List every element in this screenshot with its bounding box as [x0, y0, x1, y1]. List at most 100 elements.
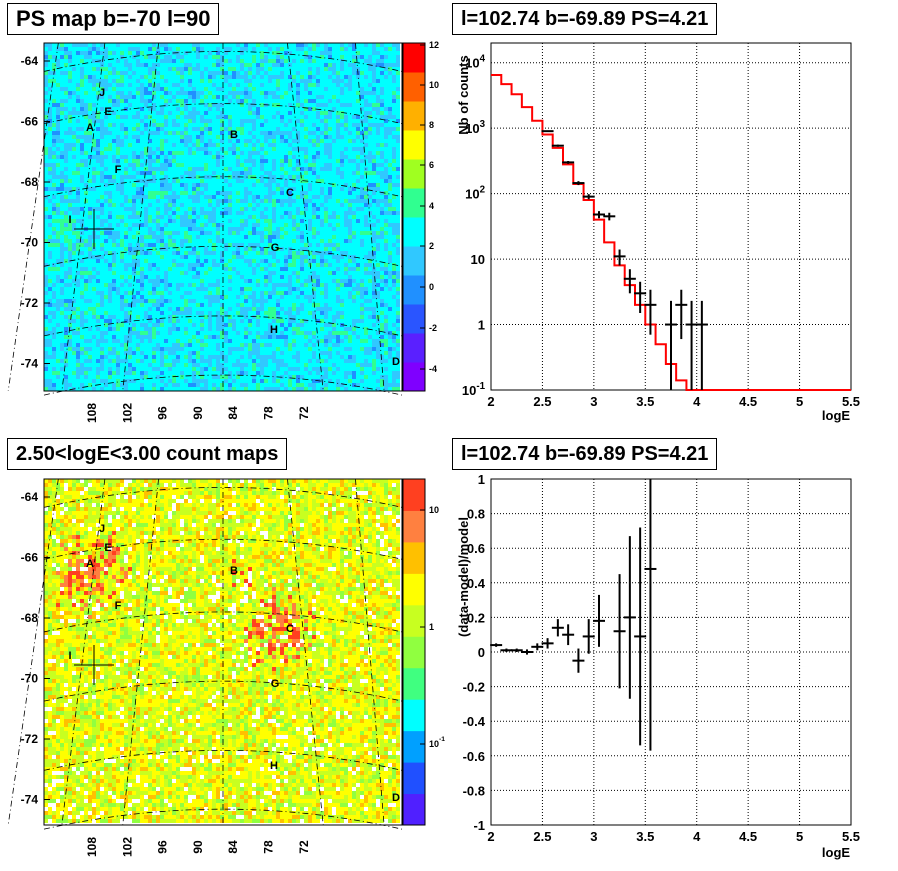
ps-colorbar-segment [403, 362, 425, 392]
source-label: E [104, 106, 111, 118]
count-colorbar-segment [403, 762, 425, 795]
y-tick-label: 10 [471, 252, 485, 267]
ps-colorbar-segment [403, 43, 425, 73]
count-colorbar-segment [403, 636, 425, 669]
x-tick-label: 108 [85, 403, 99, 423]
count-colorbar-frame [402, 478, 426, 826]
count-colorbar-segment [403, 667, 425, 700]
latitude-line [43, 538, 403, 560]
longitude-line [122, 42, 159, 392]
y-tick-label: 103 [465, 119, 485, 136]
longitude-line [122, 478, 159, 826]
y-tick-label: -72 [21, 732, 39, 746]
count-colorbar-segment [403, 541, 425, 574]
longitude-line [287, 478, 324, 826]
latitude-line [43, 51, 403, 72]
x-tick-label: 4 [693, 394, 701, 409]
latitude-line [43, 611, 403, 633]
count-colorbar-segment [403, 510, 425, 543]
source-label: D [392, 792, 400, 804]
latitude-line [43, 245, 403, 267]
x-tick-label: 96 [156, 406, 170, 420]
longitude-line [7, 478, 59, 826]
source-label: A [86, 122, 94, 134]
x-tick-label: 5.5 [842, 394, 860, 409]
y-axis-label: (data-model)/model [456, 517, 471, 637]
heatmap-cells [44, 43, 400, 391]
x-tick-label: 4.5 [739, 829, 757, 844]
source-label: F [115, 164, 122, 176]
x-tick-label: 2 [487, 394, 494, 409]
y-tick-label: -64 [21, 490, 39, 504]
count-colorbar-segment [403, 730, 425, 763]
y-tick-label: -1 [473, 818, 485, 833]
x-tick-label: 90 [191, 406, 205, 420]
y-tick-label: -0.4 [463, 714, 486, 729]
ps-colorbar-segment [403, 333, 425, 363]
y-tick-label: 1 [478, 472, 485, 487]
x-tick-label: 4.5 [739, 394, 757, 409]
source-label: A [86, 558, 94, 570]
ps-colorbar-label: 2 [429, 241, 434, 251]
source-label: E [104, 542, 111, 554]
count-colorbar-label: 1 [429, 622, 434, 632]
latitude-line [43, 486, 403, 508]
x-tick-label: 78 [262, 406, 276, 420]
x-tick-label: 84 [226, 840, 240, 854]
ps-colorbar-label: 8 [429, 120, 434, 130]
y-tick-label: 102 [465, 185, 485, 202]
source-label: J [99, 523, 105, 535]
y-tick-label: -68 [21, 175, 39, 189]
source-label: H [270, 760, 278, 772]
source-label: C [286, 187, 294, 199]
y-tick-label: -0.2 [463, 680, 485, 695]
ps-colorbar-label: 4 [429, 201, 434, 211]
y-tick-label: -70 [21, 672, 39, 686]
y-tick-label: 10-1 [462, 381, 486, 398]
x-tick-label: 72 [297, 840, 311, 854]
model-line [491, 73, 851, 391]
longitude-line [355, 478, 385, 826]
source-label: B [230, 129, 238, 141]
count-colorbar-segment [403, 604, 425, 637]
longitude-line [355, 42, 385, 392]
ps-colorbar-segment [403, 130, 425, 160]
x-axis-label: logE [822, 845, 850, 860]
y-tick-label: -68 [21, 611, 39, 625]
source-label: F [115, 600, 122, 612]
x-tick-label: 96 [156, 840, 170, 854]
ps-colorbar-segment [403, 72, 425, 102]
ps-colorbar-segment [403, 159, 425, 189]
y-tick-label: -0.8 [463, 783, 485, 798]
latitude-line [43, 103, 403, 125]
ps-colorbar-segment [403, 246, 425, 276]
count-colorbar-label: 10-1 [429, 736, 445, 749]
latitude-line [43, 315, 403, 337]
x-tick-label: 2.5 [533, 829, 551, 844]
ps-colorbar-label: 0 [429, 282, 434, 292]
ps-colorbar-label: 10 [429, 80, 439, 90]
y-tick-label: -74 [21, 793, 39, 807]
y-tick-label: 0.4 [467, 576, 486, 591]
y-tick-label: 1 [478, 318, 485, 333]
source-label: B [230, 565, 238, 577]
latitude-line [43, 808, 403, 830]
y-tick-label: -64 [21, 54, 39, 68]
ps-colorbar-segment [403, 304, 425, 334]
latitude-line [43, 749, 403, 771]
y-tick-label: -72 [21, 296, 39, 310]
ps-map-title: PS map b=-70 l=90 [7, 3, 220, 35]
y-tick-label: -74 [21, 357, 39, 371]
x-tick-label: 72 [297, 406, 311, 420]
source-label: I [68, 214, 71, 226]
x-tick-label: 2.5 [533, 394, 551, 409]
x-tick-label: 3 [590, 394, 597, 409]
y-tick-label: -66 [21, 115, 39, 129]
x-axis-label: logE [822, 408, 850, 423]
y-tick-label: 0 [478, 645, 485, 660]
latitude-line [43, 176, 403, 198]
y-tick-label: -66 [21, 551, 39, 565]
y-tick-label: -70 [21, 236, 39, 250]
x-tick-label: 4 [693, 829, 701, 844]
source-label: J [99, 87, 105, 99]
